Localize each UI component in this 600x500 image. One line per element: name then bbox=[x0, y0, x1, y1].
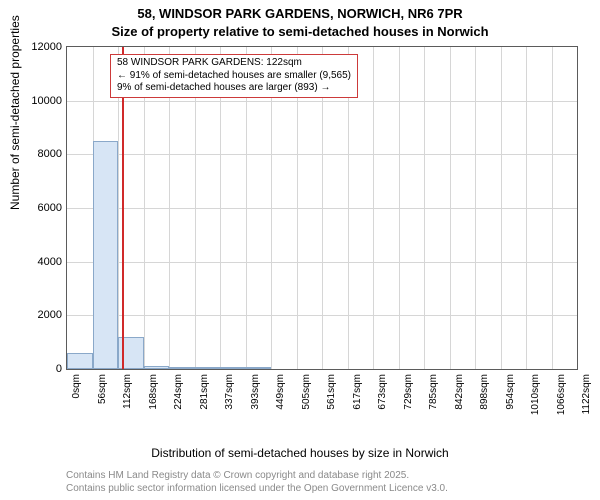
gridline-v bbox=[450, 47, 451, 369]
x-tick-label: 785sqm bbox=[428, 374, 439, 410]
annotation-line: 9% of semi-detached houses are larger (8… bbox=[117, 82, 351, 95]
histogram-bar bbox=[67, 353, 93, 369]
x-tick-label: 954sqm bbox=[505, 374, 516, 410]
x-tick-label: 1010sqm bbox=[530, 374, 541, 415]
gridline-v bbox=[501, 47, 502, 369]
x-tick-label: 281sqm bbox=[199, 374, 210, 410]
gridline-v bbox=[475, 47, 476, 369]
gridline-v bbox=[424, 47, 425, 369]
annotation-line: 58 WINDSOR PARK GARDENS: 122sqm bbox=[117, 57, 351, 70]
x-tick-label: 505sqm bbox=[301, 374, 312, 410]
gridline-v bbox=[399, 47, 400, 369]
y-tick-label: 10000 bbox=[22, 95, 62, 107]
histogram-bar bbox=[246, 367, 272, 369]
y-tick-label: 8000 bbox=[22, 148, 62, 160]
annotation-line: ← 91% of semi-detached houses are smalle… bbox=[117, 70, 351, 83]
x-tick-label: 112sqm bbox=[122, 374, 133, 409]
histogram-bar bbox=[169, 367, 195, 369]
x-tick-label: 449sqm bbox=[275, 374, 286, 410]
histogram-bar bbox=[93, 141, 119, 369]
y-tick-label: 2000 bbox=[22, 309, 62, 321]
x-tick-label: 1122sqm bbox=[581, 374, 592, 414]
x-tick-label: 673sqm bbox=[377, 374, 388, 410]
x-tick-label: 168sqm bbox=[148, 374, 159, 410]
chart-container: 58, WINDSOR PARK GARDENS, NORWICH, NR6 7… bbox=[0, 0, 600, 500]
chart-title-line2: Size of property relative to semi-detach… bbox=[0, 24, 600, 39]
x-axis-label: Distribution of semi-detached houses by … bbox=[0, 446, 600, 460]
x-tick-label: 224sqm bbox=[173, 374, 184, 410]
gridline-v bbox=[552, 47, 553, 369]
footer-line2: Contains public sector information licen… bbox=[66, 483, 448, 494]
chart-title-line1: 58, WINDSOR PARK GARDENS, NORWICH, NR6 7… bbox=[0, 6, 600, 21]
y-tick-label: 4000 bbox=[22, 256, 62, 268]
x-tick-label: 0sqm bbox=[71, 374, 82, 398]
x-tick-label: 729sqm bbox=[403, 374, 414, 410]
y-axis-label: Number of semi-detached properties bbox=[8, 15, 22, 210]
gridline-v bbox=[373, 47, 374, 369]
x-tick-label: 337sqm bbox=[224, 374, 235, 410]
y-tick-label: 0 bbox=[22, 363, 62, 375]
histogram-bar bbox=[144, 366, 170, 369]
gridline-v bbox=[526, 47, 527, 369]
y-tick-label: 12000 bbox=[22, 41, 62, 53]
histogram-bar bbox=[220, 367, 246, 369]
x-tick-label: 561sqm bbox=[326, 374, 337, 410]
y-tick-label: 6000 bbox=[22, 202, 62, 214]
histogram-bar bbox=[195, 367, 221, 369]
x-tick-label: 1066sqm bbox=[556, 374, 567, 415]
x-tick-label: 56sqm bbox=[97, 374, 108, 404]
x-tick-label: 617sqm bbox=[352, 374, 363, 410]
annotation-box: 58 WINDSOR PARK GARDENS: 122sqm← 91% of … bbox=[110, 54, 358, 98]
x-tick-label: 393sqm bbox=[250, 374, 261, 410]
x-tick-label: 842sqm bbox=[454, 374, 465, 410]
x-tick-label: 898sqm bbox=[479, 374, 490, 410]
footer-line1: Contains HM Land Registry data © Crown c… bbox=[66, 470, 409, 481]
